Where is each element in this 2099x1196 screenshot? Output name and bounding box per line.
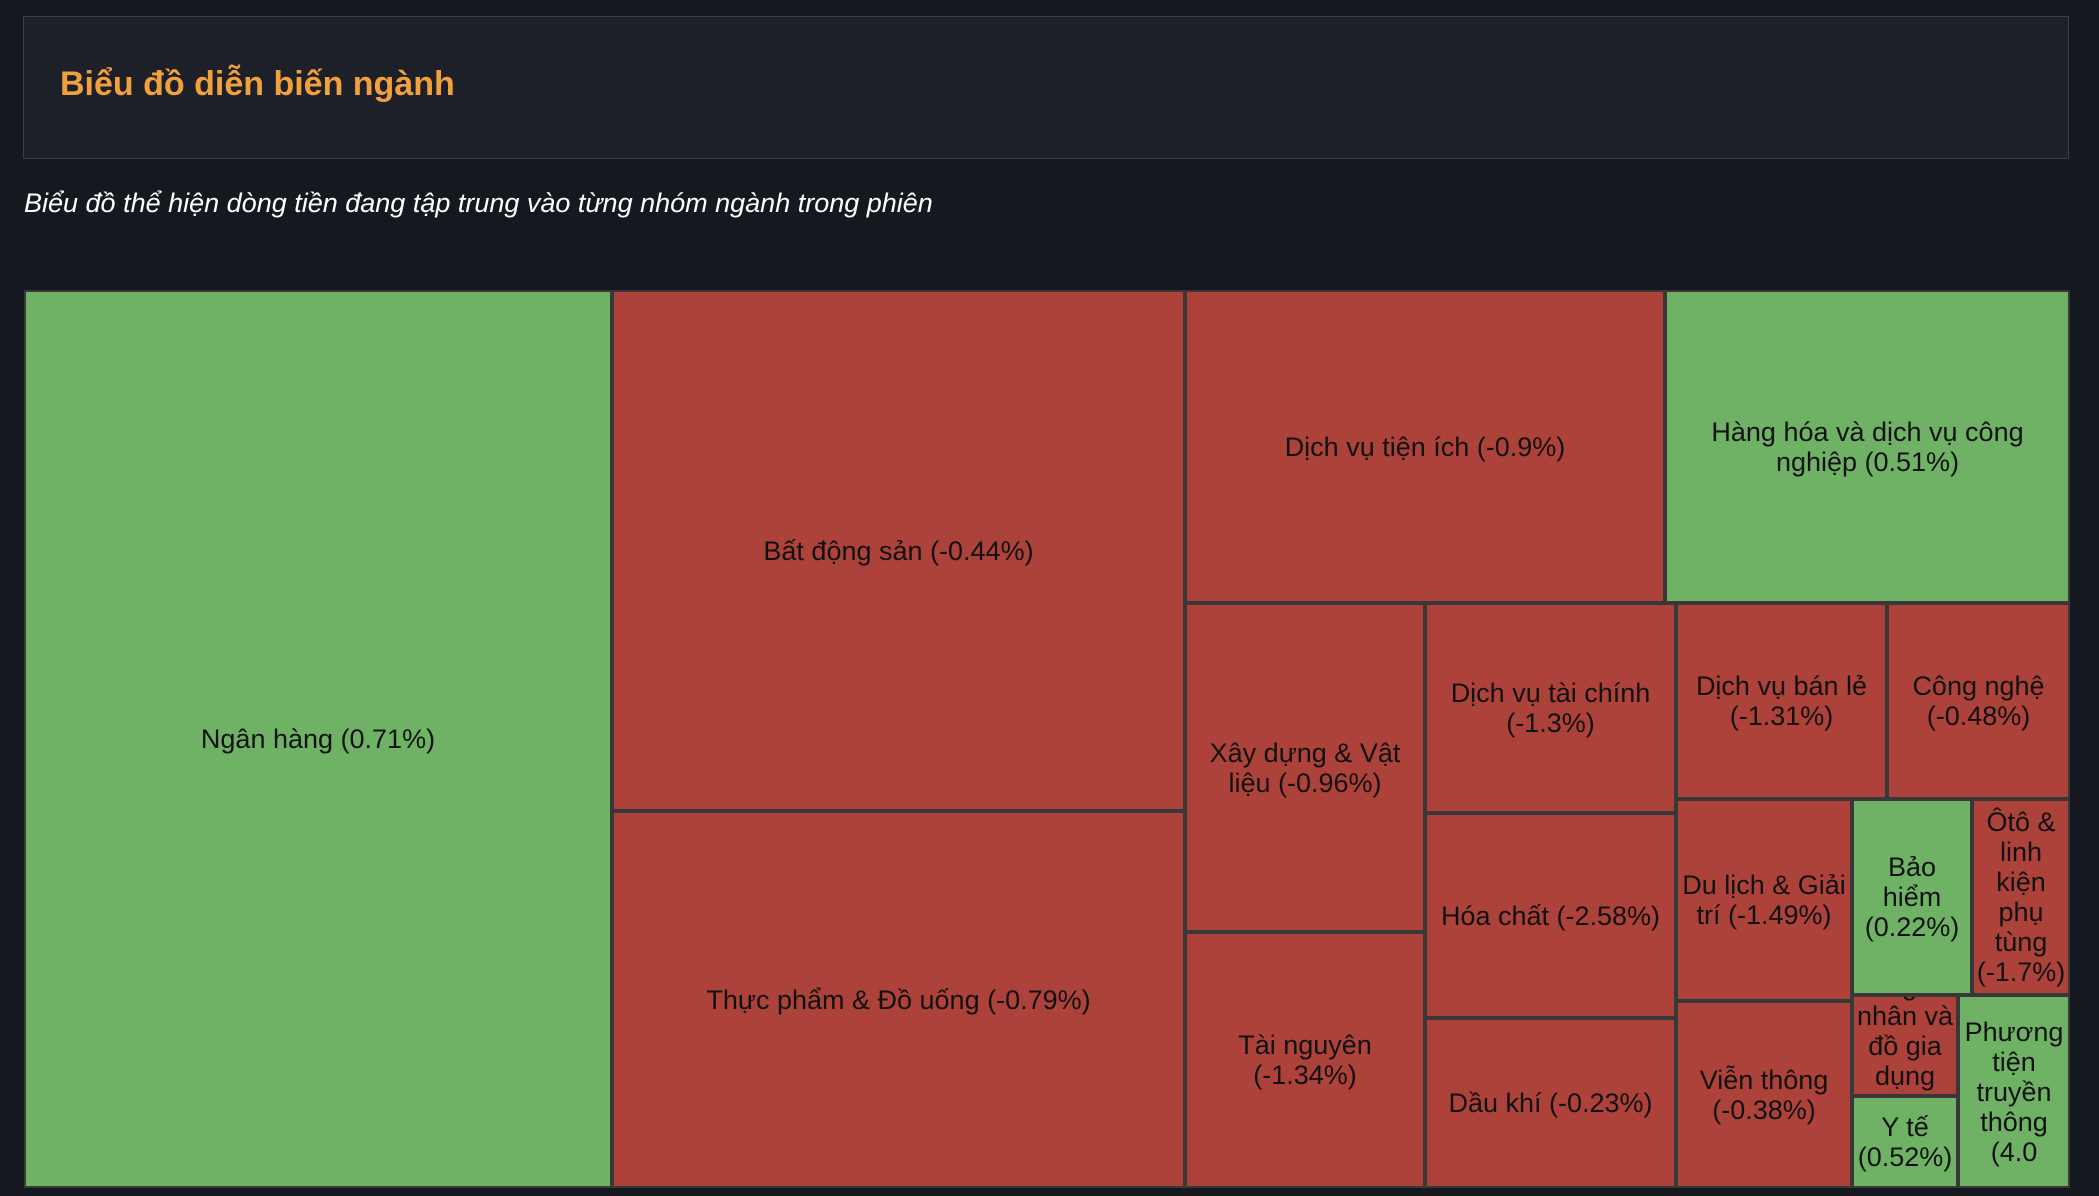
treemap-tile-label: Phương tiện truyền thông (4.0 bbox=[1964, 1016, 2064, 1167]
treemap-tile: Ôtô & linh kiện phụ tùng (-1.7%) bbox=[1972, 799, 2070, 995]
treemap-tile: Dầu khí (-0.23%) bbox=[1425, 1018, 1676, 1188]
treemap-tile: Đồ dùng cá nhân và đồ gia dụng (-0.49%) bbox=[1852, 995, 1958, 1096]
treemap-tile-label: Y tế (0.52%) bbox=[1857, 1112, 1953, 1172]
treemap-tile: Du lịch & Giải trí (-1.49%) bbox=[1676, 799, 1852, 1001]
header-panel: Biểu đồ diễn biến ngành bbox=[23, 16, 2069, 159]
treemap-tile-label: Dịch vụ tiện ích (-0.9%) bbox=[1284, 431, 1566, 462]
treemap-tile-label: Hóa chất (-2.58%) bbox=[1440, 900, 1661, 931]
treemap-tile: Bất động sản (-0.44%) bbox=[612, 290, 1185, 811]
treemap-tile: Xây dựng & Vật liệu (-0.96%) bbox=[1185, 603, 1425, 932]
treemap-tile-label: Xây dựng & Vật liệu (-0.96%) bbox=[1209, 737, 1401, 798]
treemap-tile-label: Ôtô & linh kiện phụ tùng (-1.7%) bbox=[1976, 807, 2066, 987]
treemap-tile: Ngân hàng (0.71%) bbox=[24, 290, 612, 1188]
treemap-tile-label: Bảo hiểm (0.22%) bbox=[1864, 852, 1960, 942]
page-title: Biểu đồ diễn biến ngành bbox=[60, 65, 455, 103]
treemap-tile-label: Ngân hàng (0.71%) bbox=[200, 724, 436, 754]
treemap-tile-label: Đồ dùng cá nhân và đồ gia dụng (-0.49%) bbox=[1856, 997, 1954, 1094]
treemap-tile: Tài nguyên (-1.34%) bbox=[1185, 932, 1425, 1188]
treemap-tile: Viễn thông (-0.38%) bbox=[1676, 1001, 1852, 1188]
treemap-tile: Y tế (0.52%) bbox=[1852, 1096, 1958, 1188]
treemap-tile: Dịch vụ bán lẻ (-1.31%) bbox=[1676, 603, 1887, 799]
treemap-tile: Dịch vụ tài chính (-1.3%) bbox=[1425, 603, 1676, 813]
treemap-tile: Phương tiện truyền thông (4.0 bbox=[1958, 995, 2070, 1188]
treemap-chart: Ngân hàng (0.71%) Bất động sản (-0.44%) Th… bbox=[24, 290, 2070, 1188]
treemap-tile: Dịch vụ tiện ích (-0.9%) bbox=[1185, 290, 1665, 603]
treemap-tile: Bảo hiểm (0.22%) bbox=[1852, 799, 1972, 995]
treemap-tile-label: Du lịch & Giải trí (-1.49%) bbox=[1682, 870, 1846, 930]
treemap-tile-label: Công nghệ (-0.48%) bbox=[1912, 671, 2045, 731]
chart-subtitle: Biểu đồ thể hiện dòng tiền đang tập trun… bbox=[24, 188, 933, 218]
treemap-tile: Thực phẩm & Đồ uống (-0.79%) bbox=[612, 811, 1185, 1188]
treemap-tile-label: Thực phẩm & Đồ uống (-0.79%) bbox=[706, 984, 1091, 1015]
treemap-tile: Hóa chất (-2.58%) bbox=[1425, 813, 1676, 1018]
treemap-tile-label: Tài nguyên (-1.34%) bbox=[1238, 1030, 1372, 1090]
treemap-tile-label: Bất động sản (-0.44%) bbox=[763, 535, 1034, 566]
treemap-tile: Hàng hóa và dịch vụ công nghiệp (0.51%) bbox=[1665, 290, 2070, 603]
treemap-tile-label: Dịch vụ tài chính (-1.3%) bbox=[1450, 678, 1651, 738]
treemap-tile-label: Viễn thông (-0.38%) bbox=[1699, 1064, 1829, 1125]
treemap-tile-label: Dịch vụ bán lẻ (-1.31%) bbox=[1695, 671, 1868, 731]
treemap-tile: Công nghệ (-0.48%) bbox=[1887, 603, 2070, 799]
treemap-tile-label: Dầu khí (-0.23%) bbox=[1448, 1088, 1653, 1118]
treemap-tile-label: Hàng hóa và dịch vụ công nghiệp (0.51%) bbox=[1711, 416, 2024, 477]
